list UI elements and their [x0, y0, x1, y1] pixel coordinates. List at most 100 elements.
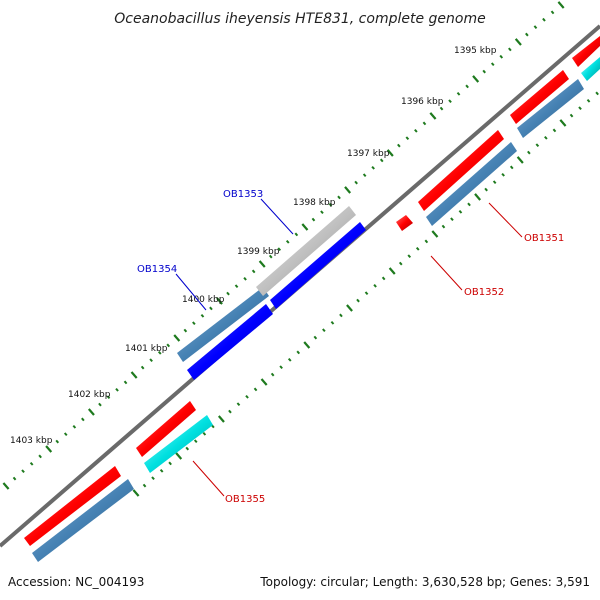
minor-tick: [569, 113, 574, 118]
minor-tick: [234, 284, 239, 289]
minor-tick: [12, 476, 17, 481]
gene-upper-red-4[interactable]: [136, 401, 196, 457]
minor-tick: [544, 135, 548, 140]
major-tick: [388, 267, 396, 275]
minor-tick: [166, 343, 171, 348]
minor-tick: [106, 395, 111, 400]
minor-tick: [279, 365, 283, 370]
minor-tick: [484, 187, 488, 192]
major-tick: [386, 149, 394, 157]
kbp-label: 1401 kbp: [125, 344, 168, 354]
minor-tick: [287, 357, 292, 362]
minor-tick: [330, 320, 335, 325]
gene-label-ob1355[interactable]: OB1355: [225, 494, 265, 505]
callout-line: [192, 460, 225, 497]
minor-tick: [243, 276, 247, 281]
gene-label-ob1351[interactable]: OB1351: [524, 233, 564, 244]
minor-tick: [414, 128, 418, 133]
callout-line: [260, 198, 294, 235]
minor-tick: [294, 232, 299, 237]
major-tick: [344, 186, 352, 194]
minor-tick: [168, 461, 172, 466]
major-tick: [301, 223, 309, 231]
major-tick: [175, 452, 183, 460]
gene-upper-red-2[interactable]: [510, 70, 569, 124]
major-tick: [260, 378, 268, 386]
minor-tick: [236, 402, 241, 407]
gene-upper-red-3[interactable]: [572, 36, 600, 67]
minor-tick: [123, 380, 128, 385]
gene-label-ob1353[interactable]: OB1353: [223, 189, 263, 200]
minor-tick: [29, 461, 34, 466]
gene-ob1354-bar[interactable]: [177, 287, 269, 362]
minor-tick: [405, 136, 410, 141]
minor-tick: [407, 254, 412, 259]
minor-tick: [322, 328, 326, 333]
gene-callouts: OB1351 OB1352 OB1353 OB1354 OB1355: [137, 189, 564, 505]
minor-tick: [533, 25, 538, 30]
minor-tick: [200, 313, 205, 318]
major-tick: [472, 75, 480, 83]
minor-tick: [467, 202, 471, 207]
minor-tick: [339, 313, 343, 318]
minor-tick: [381, 276, 386, 281]
minor-tick: [362, 173, 367, 178]
major-tick: [514, 38, 522, 46]
minor-tick: [501, 172, 505, 177]
major-tick: [516, 156, 524, 164]
minor-tick: [55, 439, 60, 444]
minor-tick: [38, 454, 42, 459]
minor-tick: [439, 106, 444, 111]
gene-lower-steel-2[interactable]: [517, 79, 584, 138]
gene-lower-blue-1[interactable]: [187, 304, 273, 380]
minor-tick: [202, 431, 207, 436]
gene-label-ob1354[interactable]: OB1354: [137, 264, 177, 275]
gene-lower-steel-3[interactable]: [32, 479, 134, 562]
major-tick: [132, 489, 140, 497]
minor-tick: [492, 180, 497, 185]
outer-tick-scale: [2, 1, 565, 490]
kbp-label: 1403 kbp: [10, 436, 53, 446]
gene-upper-red-1[interactable]: [418, 130, 504, 211]
minor-tick: [490, 62, 495, 67]
gene-lower-blue-2[interactable]: [270, 222, 366, 309]
minor-tick: [142, 483, 147, 488]
minor-tick: [21, 469, 25, 474]
minor-tick: [542, 17, 546, 22]
major-tick: [45, 445, 53, 453]
minor-tick: [193, 439, 198, 444]
minor-tick: [441, 224, 446, 229]
minor-tick: [313, 335, 318, 340]
minor-tick: [183, 328, 188, 333]
minor-tick: [525, 32, 529, 37]
map-title: Oceanobacillus iheyensis HTE831, complet…: [114, 11, 485, 27]
minor-tick: [296, 350, 301, 355]
minor-tick: [482, 69, 486, 74]
gene-lower-cyan-1[interactable]: [581, 57, 600, 81]
minor-tick: [465, 84, 469, 89]
minor-tick: [149, 358, 153, 363]
minor-tick: [422, 121, 427, 126]
kbp-label: 1399 kbp: [237, 247, 280, 257]
minor-tick: [115, 387, 119, 392]
major-tick: [429, 112, 437, 120]
minor-tick: [578, 106, 582, 111]
minor-tick: [586, 98, 591, 103]
minor-tick: [450, 217, 454, 222]
minor-tick: [320, 210, 324, 215]
accession-text: Accession: NC_004193: [8, 575, 144, 589]
gene-ob1353-bar[interactable]: [256, 206, 356, 296]
gene-ob1352-bar[interactable]: [396, 215, 413, 231]
gene-ob1355-bar[interactable]: [144, 415, 213, 473]
major-tick: [87, 408, 95, 416]
topology-summary: Topology: circular; Length: 3,630,528 bp…: [259, 575, 590, 589]
minor-tick: [356, 298, 360, 303]
major-tick: [474, 193, 482, 201]
gene-ob1351-bar[interactable]: [426, 142, 517, 226]
gene-upper-red-5[interactable]: [24, 466, 121, 546]
minor-tick: [456, 91, 461, 96]
minor-tick: [595, 91, 599, 96]
gene-label-ob1352[interactable]: OB1352: [464, 287, 504, 298]
minor-tick: [535, 143, 540, 148]
